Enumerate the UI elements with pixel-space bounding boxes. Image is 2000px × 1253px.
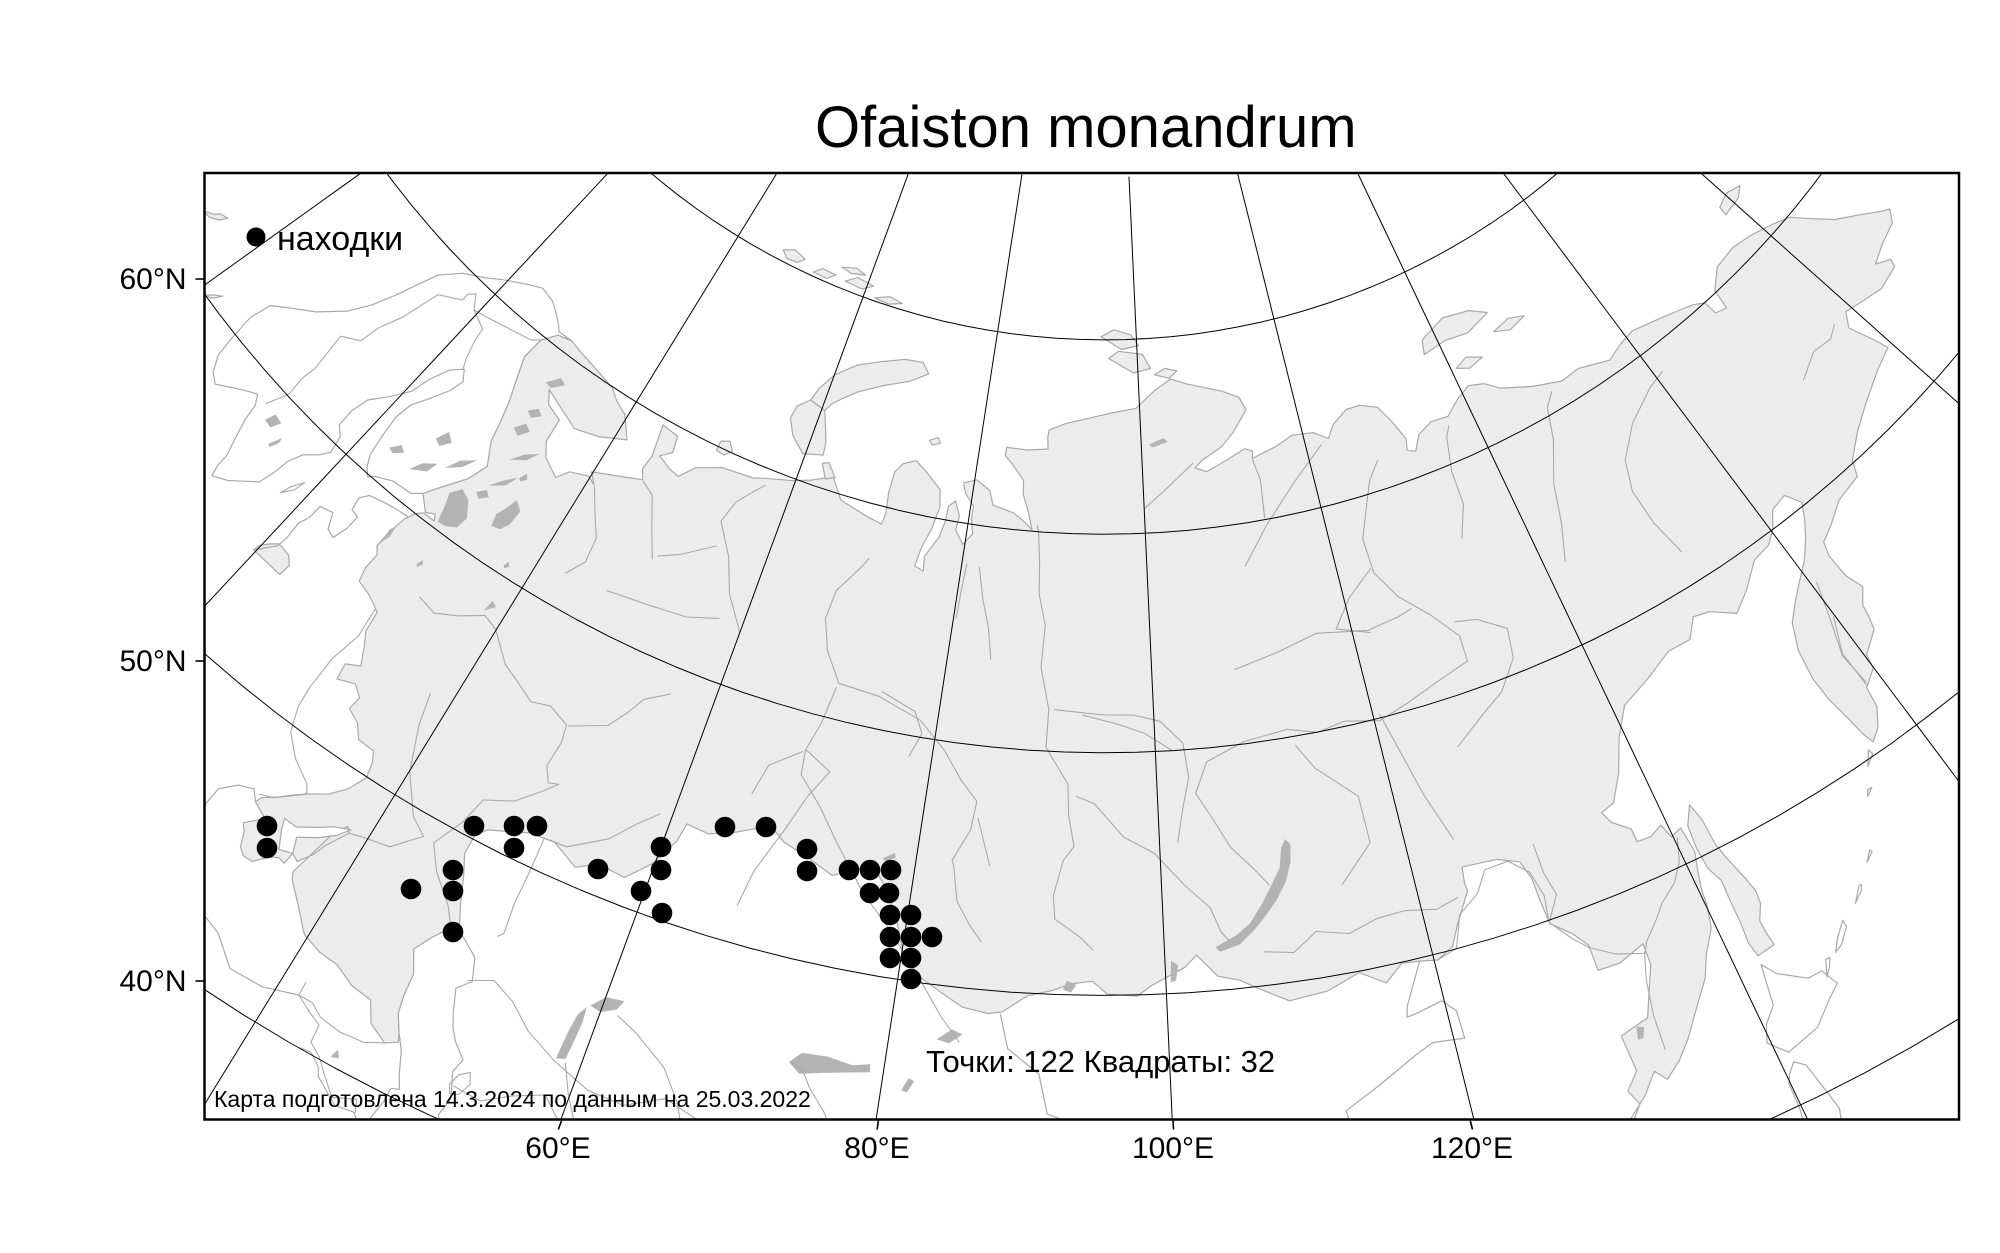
svg-text:60°N: 60°N bbox=[119, 263, 186, 296]
svg-text:Точки: 122 Квадраты: 32: Точки: 122 Квадраты: 32 bbox=[926, 1044, 1275, 1079]
svg-text:100°E: 100°E bbox=[1132, 1132, 1214, 1165]
svg-text:120°E: 120°E bbox=[1431, 1132, 1513, 1165]
svg-text:Ofaiston monandrum: Ofaiston monandrum bbox=[815, 95, 1357, 160]
svg-text:50°N: 50°N bbox=[119, 645, 186, 678]
svg-text:80°E: 80°E bbox=[844, 1132, 909, 1165]
svg-text:находки: находки bbox=[277, 220, 403, 258]
svg-text:60°E: 60°E bbox=[525, 1132, 590, 1165]
svg-text:40°N: 40°N bbox=[119, 965, 186, 998]
svg-text:Карта подготовлена 14.3.2024 п: Карта подготовлена 14.3.2024 по данным н… bbox=[214, 1086, 811, 1112]
